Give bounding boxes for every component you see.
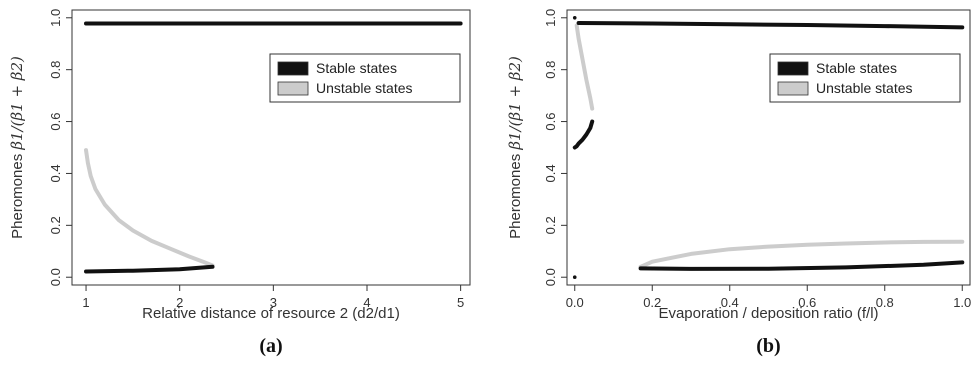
stable-series-line <box>576 21 965 30</box>
legend-label: Unstable states <box>316 80 413 96</box>
legend-label: Stable states <box>816 60 897 76</box>
y-tick-label: 0.0 <box>48 268 63 286</box>
y-tick-label: 1.0 <box>543 9 558 27</box>
stable-series-line <box>638 260 965 271</box>
x-tick-label: 0.2 <box>643 295 661 310</box>
stable-series-line <box>84 264 215 274</box>
y-tick-label: 0.4 <box>48 164 63 182</box>
plot-frame <box>566 9 971 286</box>
y-axis-title: Pheromones β1/(β1 + β2) <box>506 56 524 239</box>
x-tick-label: 1 <box>82 295 89 310</box>
y-tick-label: 0.6 <box>543 113 558 131</box>
x-tick-label: 0.6 <box>798 295 816 310</box>
y-tick-label: 0.2 <box>48 216 63 234</box>
y-tick-label: 1.0 <box>48 9 63 27</box>
x-tick-label: 3 <box>270 295 277 310</box>
legend-label: Unstable states <box>816 80 913 96</box>
x-tick-label: 0.4 <box>721 295 739 310</box>
unstable-series-line <box>84 148 215 268</box>
plot-frame <box>71 9 471 286</box>
stable-series-line <box>572 119 595 150</box>
y-tick-label: 0.8 <box>48 61 63 79</box>
legend-swatch-stable <box>277 61 309 76</box>
y-tick-label: 0.2 <box>543 216 558 234</box>
x-tick-label: 2 <box>176 295 183 310</box>
isolated-point <box>572 275 577 280</box>
panel-label: (a) <box>259 335 282 357</box>
y-tick-label: 0.0 <box>543 268 558 286</box>
x-tick-label: 0.0 <box>566 295 584 310</box>
legend-swatch-unstable <box>777 81 809 96</box>
x-tick-label: 0.8 <box>876 295 894 310</box>
x-axis-title: Relative distance of resource 2 (d2/d1) <box>142 305 400 322</box>
x-tick-label: 5 <box>457 295 464 310</box>
y-tick-label: 0.4 <box>543 164 558 182</box>
y-axis-title: Pheromones β1/(β1 + β2) <box>8 56 26 239</box>
panel-label: (b) <box>756 335 780 357</box>
legend-label: Stable states <box>316 60 397 76</box>
x-tick-label: 4 <box>363 295 370 310</box>
legend-swatch-unstable <box>277 81 309 96</box>
unstable-series-line <box>574 23 595 111</box>
unstable-series-line <box>638 239 965 269</box>
x-tick-label: 1.0 <box>953 295 971 310</box>
x-axis-title: Evaporation / deposition ratio (f/l) <box>658 305 878 322</box>
legend-swatch-stable <box>777 61 809 76</box>
panel-b: 0.0 0.2 0.4 0.6 0.8 1.0 0.0 0.2 0.4 0.6 0.8 1.0 Evap… <box>506 9 971 357</box>
y-tick-label: 0.6 <box>48 113 63 131</box>
isolated-point <box>572 15 577 20</box>
y-tick-label: 0.8 <box>543 61 558 79</box>
panel-a: 1 2 3 4 5 0.0 0.2 0.4 0.6 0.8 1.0 Relative distance… <box>8 9 471 357</box>
